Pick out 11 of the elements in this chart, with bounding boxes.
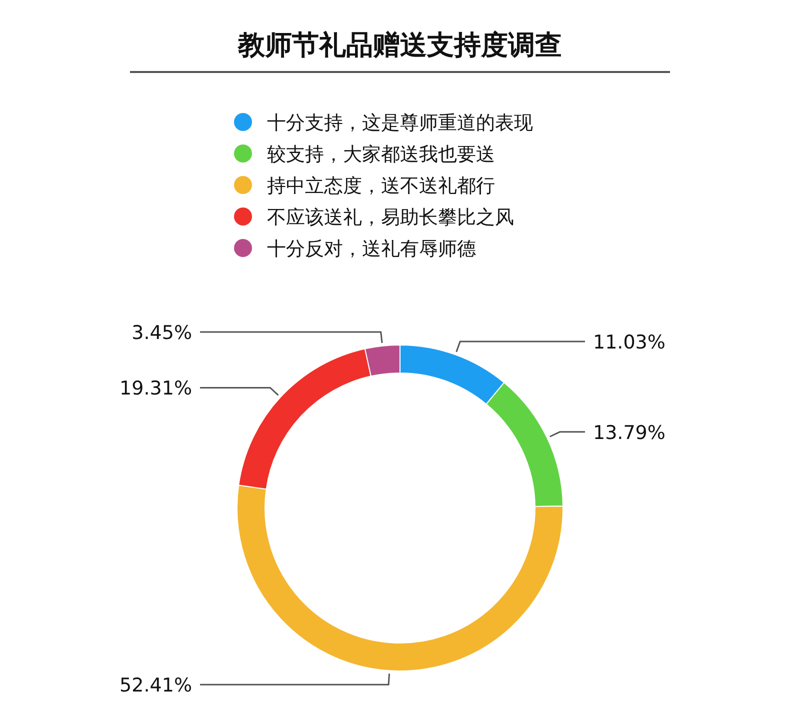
- legend-label: 持中立态度，送不送礼都行: [267, 175, 495, 197]
- legend-label: 十分反对，送礼有辱师德: [267, 238, 476, 260]
- data-label: 11.03%: [593, 332, 666, 354]
- data-label: 19.31%: [120, 378, 192, 400]
- chart-title: 教师节礼品赠送支持度调查: [237, 30, 562, 61]
- data-label: 13.79%: [593, 422, 666, 444]
- data-label: 3.45%: [132, 322, 192, 344]
- legend-label: 十分支持，这是尊师重道的表现: [267, 112, 533, 134]
- legend-label: 不应该送礼，易助长攀比之风: [267, 206, 514, 228]
- legend-label: 较支持，大家都送我也要送: [267, 144, 495, 166]
- data-label: 52.41%: [120, 674, 192, 697]
